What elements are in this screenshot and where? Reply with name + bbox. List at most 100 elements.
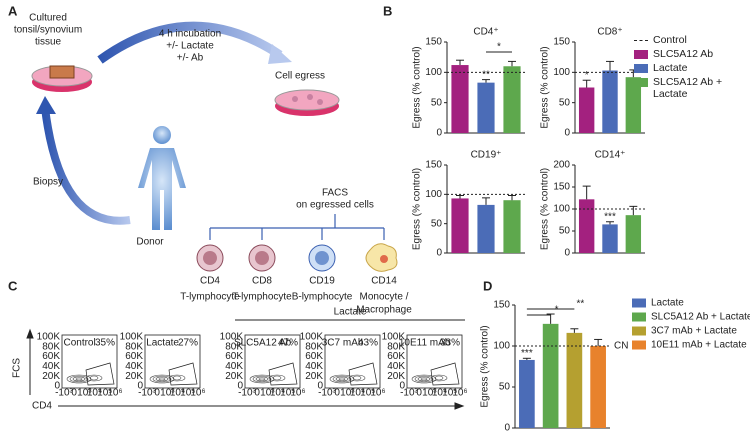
contour-ring (414, 375, 434, 383)
contour-ring (434, 375, 444, 381)
significance: * (585, 70, 589, 81)
contour-ring (85, 374, 103, 382)
bar (542, 323, 559, 428)
y-tick-label: 50 (559, 97, 571, 108)
contour (66, 374, 103, 384)
contour-ring (332, 375, 352, 383)
contour (411, 374, 448, 384)
chart-title: CD19⁺ (471, 150, 502, 161)
donor-label: Donor (136, 237, 164, 248)
y-tick-label: 80K (305, 341, 323, 352)
plot-percent: 27% (178, 338, 198, 349)
bar (503, 66, 521, 133)
bar (503, 200, 521, 253)
x-tick-label: -10³ (400, 388, 418, 399)
x-tick-label: 10⁵ (442, 388, 457, 399)
significance: *** (604, 211, 616, 222)
y-tick-label: 20K (125, 371, 143, 382)
gate (85, 362, 115, 386)
contour-ring (430, 374, 448, 382)
x-tick-label: 0 (334, 388, 340, 399)
contour-ring (249, 374, 275, 384)
reference-label: CN (614, 341, 628, 352)
cell-marker: CD8 (252, 276, 272, 287)
error-bar (482, 197, 490, 205)
x-tick-label: 10⁴ (432, 388, 447, 399)
legend-swatch (632, 326, 646, 336)
legend-item: Lactate (634, 62, 746, 74)
error-bar (606, 60, 614, 71)
bar (451, 65, 469, 133)
x-tick-label: 10³ (422, 388, 437, 399)
flow-art (26, 319, 465, 410)
y-tick-label: 100 (425, 189, 442, 200)
incubation-label: 4 h incubation (159, 29, 221, 40)
diagram-art (31, 21, 398, 272)
legend-label: SLC5A12 Ab + Lactate (651, 312, 750, 323)
x-axis-title: CD4 (32, 401, 52, 412)
x-tick-label: 10⁶ (190, 388, 205, 399)
y-tick-label: 40K (225, 361, 243, 372)
y-tick-label: 60K (125, 351, 143, 362)
egress-label: Cell egress (275, 71, 325, 82)
y-tick-label: 40K (125, 361, 143, 372)
facs-label: FACS (322, 188, 348, 199)
contour-ring (69, 375, 89, 383)
x-tick-label: 0 (71, 388, 77, 399)
y-axis-title: Egress (% control) (540, 168, 551, 250)
contour-ring (255, 376, 269, 382)
gate (168, 362, 198, 386)
plot-title: 10E11 mAb (399, 338, 451, 349)
y-tick-label: 0 (436, 248, 442, 259)
y-axis-title: Egress (% control) (480, 325, 491, 407)
y-tick-label: 100K (220, 332, 244, 343)
error-bar (582, 79, 591, 88)
bar (578, 199, 595, 253)
y-tick-label: 50 (559, 226, 571, 237)
significance: *** (521, 348, 533, 359)
gate (348, 362, 378, 386)
error-bar (508, 195, 516, 201)
y-axis-title: Egress (% control) (412, 46, 423, 128)
panel-label: A (8, 3, 18, 18)
plot-frame (244, 334, 301, 389)
bar (477, 82, 495, 133)
error-bar (546, 313, 555, 324)
error-bar (456, 59, 464, 66)
bar (477, 204, 495, 253)
cell-marker: CD14 (371, 276, 397, 287)
legend-swatch (634, 78, 648, 87)
bar (519, 359, 535, 428)
y-tick-label: 80K (42, 341, 60, 352)
bar (451, 198, 469, 253)
error-bar (522, 357, 531, 360)
plot-percent: 35% (95, 338, 115, 349)
contour-ring (158, 377, 166, 381)
legend-label: 10E11 mAb + Lactate (651, 340, 747, 351)
bar (602, 224, 618, 253)
y-tick-label: 100K (37, 332, 61, 343)
cell-type: B-lymphocyte (292, 292, 353, 303)
y-tick-label: 150 (493, 300, 510, 311)
plot-percent: 33% (440, 338, 460, 349)
cell-type: T-lymphocyte (180, 292, 240, 303)
y-axis-title: Egress (% control) (412, 168, 423, 250)
contour-ring (420, 377, 428, 381)
panel-label: D (483, 278, 492, 293)
x-tick-label: 0 (254, 388, 260, 399)
y-tick-label: 150 (425, 37, 442, 48)
contour-ring (172, 375, 182, 381)
contour-ring (411, 374, 437, 384)
x-tick-label: 0 (154, 388, 160, 399)
y-tick-label: 0 (399, 381, 405, 392)
contour-ring (417, 376, 431, 382)
y-tick-label: 100 (553, 67, 570, 78)
legend-item: Control (634, 34, 746, 46)
legend-label: 3C7 mAb + Lactate (651, 326, 737, 337)
contour (329, 374, 366, 384)
y-tick-label: 20K (387, 371, 405, 382)
y-tick-label: 100 (425, 67, 442, 78)
y-tick-label: 80K (225, 341, 243, 352)
